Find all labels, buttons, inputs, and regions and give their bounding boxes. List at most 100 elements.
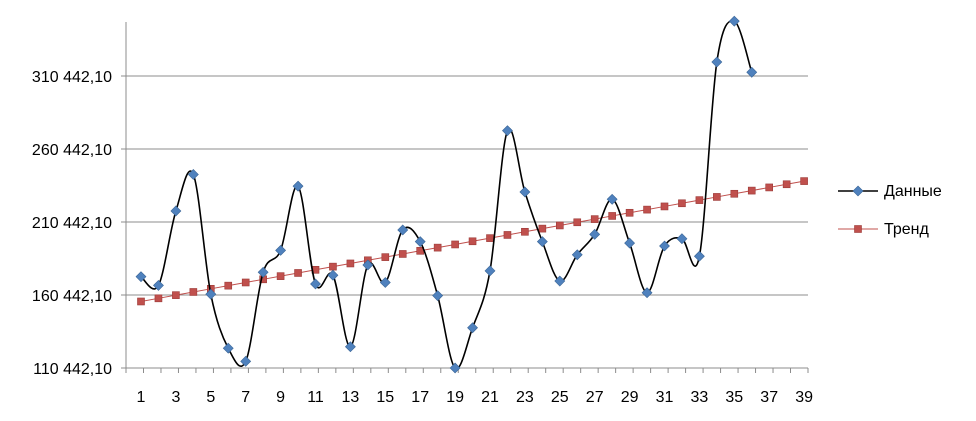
data-point: [344, 341, 356, 353]
y-tick-label: 160 442,10: [32, 288, 112, 305]
data-point: [641, 287, 653, 299]
legend-label: Данные: [884, 183, 942, 200]
y-axis-tick-labels: 110 442,10 160 442,10 210 442,10 260 442,10…: [32, 69, 112, 378]
data-point: [624, 237, 636, 249]
legend-entry: Данные: [838, 183, 942, 200]
x-tick-label: 5: [206, 389, 215, 406]
data-point: [676, 233, 688, 245]
x-tick-label: 17: [411, 389, 429, 406]
x-tick-label: 13: [342, 389, 360, 406]
legend-marker: [852, 185, 864, 197]
data-point: [746, 66, 758, 78]
data-point: [189, 288, 198, 296]
data-point: [536, 236, 548, 248]
data-point: [381, 253, 390, 261]
data-point: [538, 224, 547, 233]
data-point: [589, 228, 601, 240]
data-point: [643, 205, 651, 214]
x-tick-label: 39: [795, 389, 813, 406]
series-line: [140, 20, 753, 370]
data-point: [135, 271, 147, 283]
x-tick-label: 29: [621, 389, 639, 406]
gridlines: [126, 75, 808, 296]
data-point: [519, 186, 531, 198]
data-point: [660, 202, 669, 211]
legend: Данные Тренд: [838, 183, 942, 238]
data-point: [346, 259, 355, 268]
data-point: [571, 249, 583, 261]
series-data: [135, 15, 758, 374]
x-tick-label: 15: [376, 389, 394, 406]
data-point: [468, 237, 477, 246]
data-point: [728, 15, 740, 27]
data-point: [433, 243, 442, 252]
x-tick-label: 35: [725, 389, 743, 406]
data-point: [713, 193, 721, 201]
data-point: [730, 189, 739, 198]
data-point: [555, 221, 564, 230]
data-point: [187, 169, 199, 180]
data-point: [222, 342, 234, 354]
data-point: [240, 355, 252, 367]
data-point: [398, 250, 407, 258]
data-point: [451, 240, 459, 249]
y-tick-label: 310 442,10: [32, 69, 112, 86]
data-point: [765, 183, 774, 192]
data-point: [800, 177, 808, 185]
data-point: [154, 294, 163, 303]
data-point: [711, 56, 723, 68]
data-point: [327, 269, 339, 281]
data-point: [484, 265, 496, 277]
data-point: [224, 281, 233, 290]
data-point: [449, 362, 461, 374]
data-point: [467, 322, 478, 334]
data-point: [414, 236, 426, 248]
x-tick-label: 9: [276, 389, 285, 406]
x-tick-label: 21: [481, 389, 499, 406]
y-tick-label: 110 442,10: [33, 361, 112, 378]
data-point: [170, 205, 182, 217]
data-point: [747, 186, 756, 195]
series-trend: [137, 177, 808, 306]
x-tick-label: 25: [551, 389, 569, 406]
data-point: [362, 259, 374, 271]
x-tick-label: 11: [307, 389, 324, 406]
data-point: [782, 180, 791, 189]
data-point: [310, 278, 321, 290]
x-tick-label: 33: [691, 389, 709, 406]
data-point: [608, 212, 616, 220]
data-point: [276, 272, 285, 280]
legend-marker: [854, 225, 862, 233]
data-point: [137, 297, 145, 306]
legend-entry: Тренд: [838, 221, 930, 238]
data-point: [659, 240, 670, 252]
data-point: [397, 224, 409, 236]
x-axis-tick-labels: 1 3 5 7 9 11 13 15 17 19 21 23 25 27 29 31 33 35 37 39: [137, 389, 814, 406]
data-point: [172, 291, 180, 299]
data-point: [294, 269, 302, 277]
data-point: [257, 266, 269, 278]
x-tick-label: 23: [516, 389, 534, 406]
data-point: [573, 218, 582, 227]
data-point: [153, 280, 164, 291]
legend-label: Тренд: [884, 221, 930, 238]
x-tick-label: 27: [586, 389, 604, 406]
data-point: [678, 199, 686, 208]
x-tick-label: 7: [241, 389, 250, 406]
data-point: [379, 277, 391, 288]
data-point: [292, 180, 304, 192]
data-point: [590, 215, 599, 223]
x-tick-label: 1: [137, 389, 146, 406]
y-tick-label: 210 442,10: [32, 215, 112, 232]
x-tick-label: 31: [656, 389, 674, 406]
data-point: [205, 288, 217, 300]
data-point: [554, 275, 566, 287]
data-point: [503, 231, 512, 239]
data-point: [521, 227, 529, 236]
data-point: [693, 250, 705, 262]
x-tick-label: 19: [446, 389, 464, 406]
data-point: [486, 234, 494, 242]
data-point: [606, 193, 618, 205]
